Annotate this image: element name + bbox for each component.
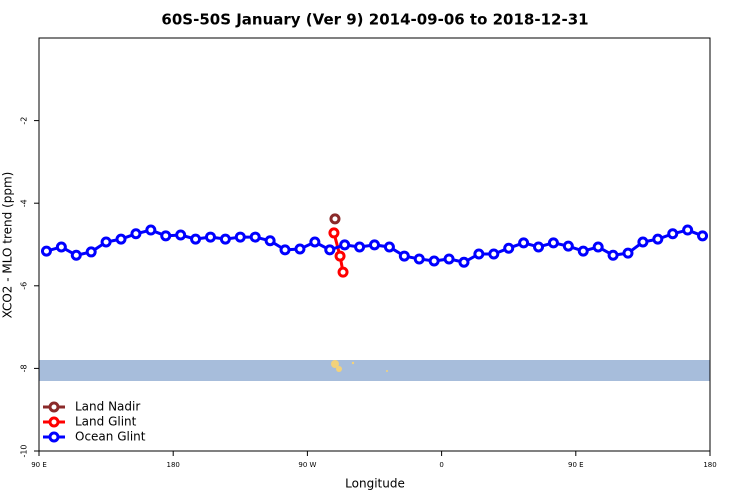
data-point xyxy=(328,227,340,239)
data-point xyxy=(383,241,395,253)
data-point xyxy=(413,253,425,265)
data-point xyxy=(443,253,455,265)
data-point xyxy=(682,224,694,236)
map-land xyxy=(331,360,388,372)
legend-label: Land Nadir xyxy=(75,400,140,414)
legend-label: Land Glint xyxy=(75,415,137,429)
data-point xyxy=(264,235,276,247)
data-point xyxy=(369,239,380,251)
data-point xyxy=(428,255,440,267)
data-point xyxy=(145,224,157,236)
chart-title: 60S-50S January (Ver 9) 2014-09-06 to 20… xyxy=(161,11,588,29)
x-tick-label: 180 xyxy=(167,461,180,469)
data-point xyxy=(652,233,664,245)
data-point xyxy=(249,231,261,243)
data-point xyxy=(100,236,112,248)
x-axis-label: Longitude xyxy=(345,477,405,491)
data-point xyxy=(339,239,351,251)
data-point xyxy=(329,213,341,225)
map-ocean xyxy=(39,360,710,381)
data-point xyxy=(697,230,709,242)
data-point xyxy=(547,237,559,249)
data-point xyxy=(334,250,346,262)
data-point xyxy=(219,233,231,245)
data-point xyxy=(130,228,142,240)
data-point xyxy=(55,241,67,253)
plot-frame xyxy=(38,37,711,452)
data-point xyxy=(175,229,187,241)
data-point xyxy=(667,228,679,240)
data-point xyxy=(279,244,291,256)
data-point xyxy=(294,243,306,255)
data-point xyxy=(592,241,604,253)
x-tick-label: 90 W xyxy=(298,461,316,469)
data-point xyxy=(309,236,321,248)
data-point xyxy=(160,230,172,242)
x-tick-label: 90 E xyxy=(31,461,47,469)
data-point xyxy=(473,248,485,260)
legend-marker xyxy=(48,416,60,428)
data-point xyxy=(577,245,589,257)
data-point xyxy=(622,247,634,259)
data-point xyxy=(190,233,202,245)
legend-marker xyxy=(48,431,60,443)
data-point xyxy=(398,250,410,262)
y-axis-label: XCO2 - MLO trend (ppm) xyxy=(1,172,15,319)
data-point xyxy=(503,242,515,254)
legend-marker xyxy=(48,401,60,413)
x-tick-label: 0 xyxy=(439,461,443,469)
data-point xyxy=(115,233,127,245)
data-point xyxy=(354,241,366,253)
data-point xyxy=(458,256,470,268)
data-point xyxy=(337,266,349,278)
data-point xyxy=(234,231,246,243)
x-tick-label: 180 xyxy=(703,461,716,469)
legend-label: Ocean Glint xyxy=(75,430,146,444)
y-tick-label: -6 xyxy=(20,282,29,290)
data-point xyxy=(533,241,545,253)
data-point xyxy=(488,248,500,260)
y-tick-label: -2 xyxy=(20,117,29,125)
y-tick-label: -10 xyxy=(20,444,29,457)
data-point xyxy=(70,249,82,261)
y-tick-label: -4 xyxy=(20,199,29,207)
data-point xyxy=(85,246,97,258)
data-point xyxy=(324,244,336,256)
x-tick-label: 90 E xyxy=(568,461,584,469)
data-point xyxy=(40,245,52,257)
data-point xyxy=(562,240,574,252)
data-point xyxy=(204,231,216,243)
data-point xyxy=(518,237,530,249)
data-point xyxy=(637,236,649,248)
data-point xyxy=(607,249,619,261)
y-tick-label: -8 xyxy=(20,364,29,372)
